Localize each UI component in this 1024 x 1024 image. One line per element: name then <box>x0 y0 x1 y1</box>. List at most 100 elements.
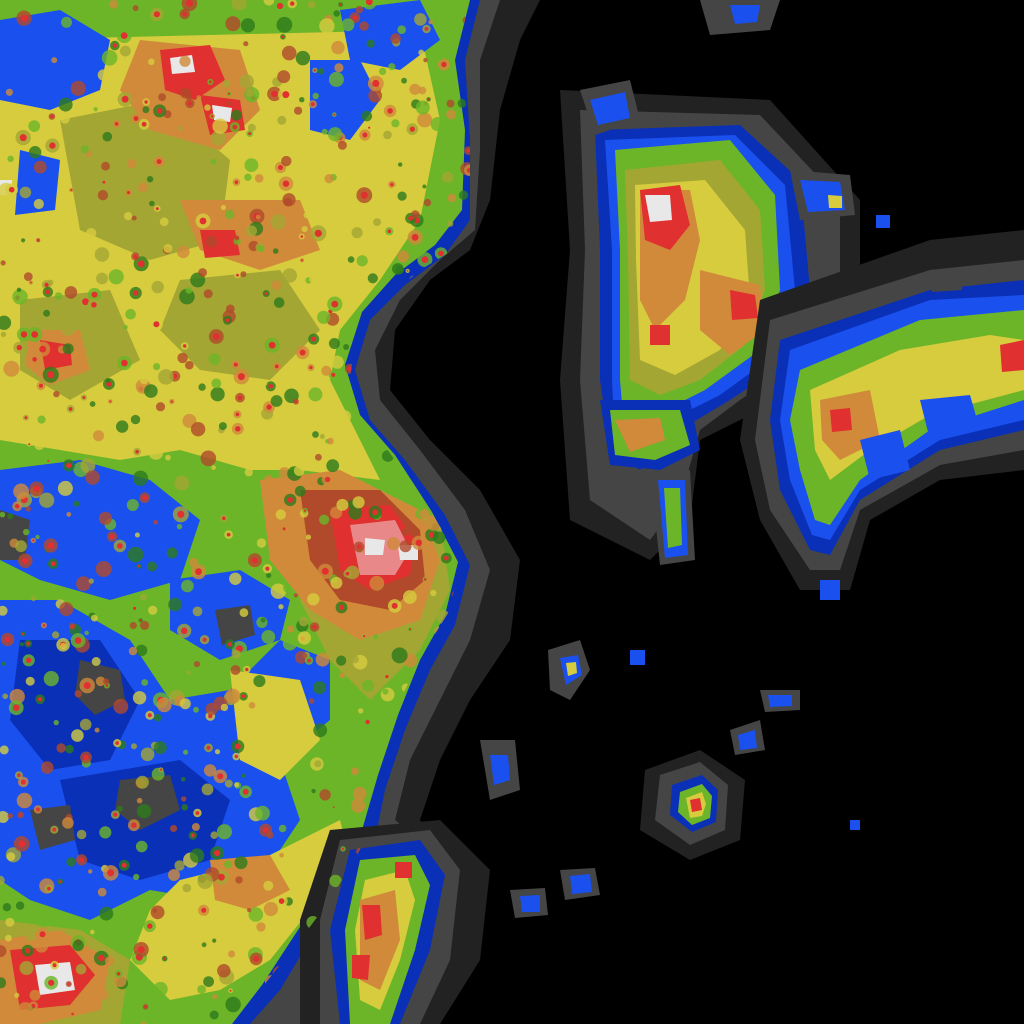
speckle-core <box>70 624 74 628</box>
speckle <box>133 873 140 881</box>
speckle <box>198 268 208 277</box>
speckle <box>174 475 190 491</box>
speckle-core <box>234 180 239 184</box>
speckle <box>226 101 231 106</box>
speckle-core <box>147 923 153 929</box>
speckle <box>21 238 26 243</box>
speckle-core <box>116 972 121 976</box>
speckle <box>61 16 72 28</box>
speckle-core <box>121 862 127 868</box>
speckle <box>60 113 70 124</box>
speckle <box>283 197 293 207</box>
speckle-core <box>266 404 272 410</box>
speckle <box>303 212 310 219</box>
speckle <box>193 661 201 668</box>
speckle <box>293 593 298 598</box>
speckle <box>0 511 6 518</box>
speckle <box>277 115 287 125</box>
speckle <box>338 410 352 423</box>
speckle <box>168 597 182 612</box>
speckle <box>16 287 22 292</box>
speckle <box>264 475 274 485</box>
speckle <box>128 646 138 656</box>
speckle-core <box>32 539 35 542</box>
speckle <box>330 355 344 369</box>
speckle <box>125 308 136 320</box>
speckle <box>403 590 417 604</box>
speckle <box>192 606 203 617</box>
speckle <box>3 360 20 377</box>
speckle <box>126 499 139 511</box>
speckle-core <box>155 207 159 211</box>
speckle <box>225 16 241 32</box>
speckle <box>2 693 9 699</box>
speckle-core <box>36 807 40 812</box>
speckle <box>270 395 283 407</box>
speckle <box>59 602 74 616</box>
speckle <box>225 688 241 704</box>
speckle <box>108 367 114 373</box>
speckle <box>347 256 355 263</box>
speckle <box>337 140 347 150</box>
speckle-core <box>282 91 290 99</box>
speckle-core <box>133 290 139 296</box>
speckle-core <box>229 989 232 992</box>
speckle <box>238 540 248 550</box>
speckle <box>278 467 291 479</box>
speckle-core <box>39 931 46 938</box>
speckle-core <box>466 148 470 153</box>
speckle-core <box>331 300 339 308</box>
speckle <box>146 176 154 183</box>
speckle <box>131 215 137 221</box>
speckle-core <box>20 779 26 785</box>
speckle <box>7 155 14 162</box>
speckle-core <box>28 443 31 446</box>
speckle <box>253 675 266 688</box>
speckle <box>204 670 220 686</box>
speckle <box>321 365 332 376</box>
speckle <box>34 939 49 953</box>
speckle-core <box>21 632 25 636</box>
speckle <box>240 271 247 278</box>
speckle-core <box>276 2 284 10</box>
speckle-core <box>281 35 285 39</box>
speckle-core <box>195 811 200 815</box>
speckle <box>126 158 137 169</box>
speckle <box>12 289 28 305</box>
speckle <box>446 99 455 108</box>
speckle <box>181 804 188 811</box>
speckle <box>99 906 114 921</box>
speckle-core <box>199 217 207 225</box>
speckle <box>319 514 330 525</box>
speckle-core <box>120 32 128 39</box>
speckle <box>181 796 187 802</box>
speckle-core <box>312 624 317 630</box>
speckle <box>155 402 166 412</box>
speckle <box>62 817 74 829</box>
speckle <box>16 792 33 809</box>
speckle <box>217 964 231 978</box>
speckle <box>418 49 425 56</box>
speckle <box>205 235 218 248</box>
speckle <box>312 92 319 100</box>
speckle-core <box>225 318 230 323</box>
speckle <box>309 275 317 284</box>
speckle-core <box>144 100 148 104</box>
speckle <box>0 260 6 266</box>
speckle-core <box>105 684 109 687</box>
speckle <box>90 929 95 935</box>
speckle-core <box>163 957 166 960</box>
speckle <box>153 713 162 722</box>
speckle-core <box>321 567 329 575</box>
speckle-core <box>242 788 249 795</box>
speckle <box>17 1002 33 1017</box>
speckle-core <box>19 813 23 817</box>
speckle-core <box>265 566 270 571</box>
speckle-core <box>16 344 22 351</box>
speckle <box>209 1010 219 1020</box>
speckle-core <box>227 92 230 95</box>
speckle <box>58 97 73 112</box>
speckle <box>136 428 144 435</box>
